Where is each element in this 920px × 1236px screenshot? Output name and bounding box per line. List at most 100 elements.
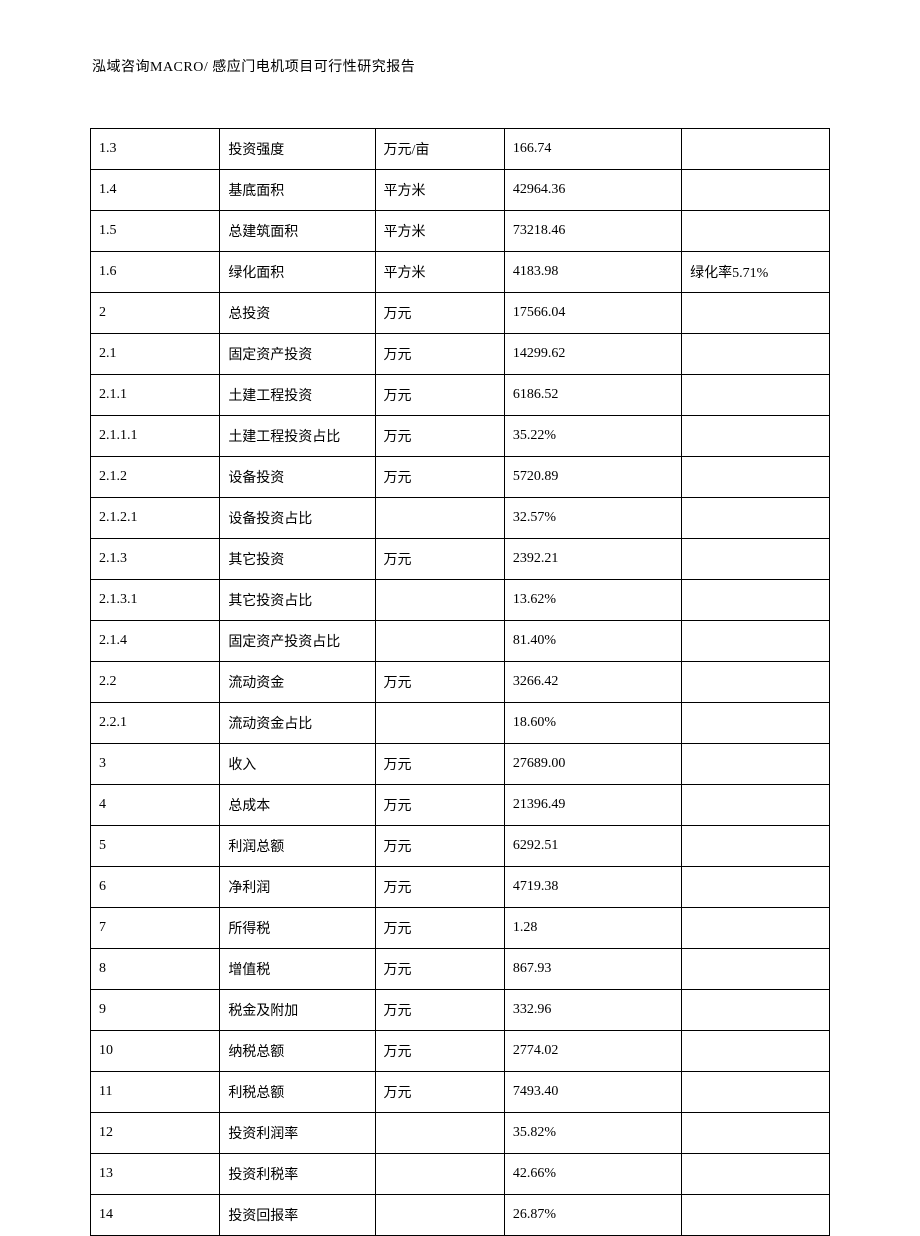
table-cell: 12 xyxy=(91,1113,220,1154)
table-cell: 9 xyxy=(91,990,220,1031)
table-cell xyxy=(682,580,830,621)
table-cell: 固定资产投资占比 xyxy=(220,621,375,662)
table-cell: 增值税 xyxy=(220,949,375,990)
table-cell xyxy=(682,949,830,990)
table-cell: 万元 xyxy=(375,744,504,785)
table-cell: 2.1.4 xyxy=(91,621,220,662)
table-row: 1.4基底面积平方米42964.36 xyxy=(91,170,830,211)
table-cell xyxy=(375,1154,504,1195)
table-cell: 万元 xyxy=(375,293,504,334)
table-cell: 332.96 xyxy=(504,990,681,1031)
table-row: 2.1.3.1其它投资占比13.62% xyxy=(91,580,830,621)
table-cell: 21396.49 xyxy=(504,785,681,826)
table-cell xyxy=(682,334,830,375)
table-cell xyxy=(682,293,830,334)
table-cell: 万元 xyxy=(375,949,504,990)
table-cell: 4719.38 xyxy=(504,867,681,908)
table-cell: 总成本 xyxy=(220,785,375,826)
table-cell: 3266.42 xyxy=(504,662,681,703)
table-cell xyxy=(682,1031,830,1072)
table-cell: 利润总额 xyxy=(220,826,375,867)
table-cell xyxy=(682,539,830,580)
table-cell xyxy=(682,990,830,1031)
table-row: 11利税总额万元7493.40 xyxy=(91,1072,830,1113)
table-cell: 1.28 xyxy=(504,908,681,949)
table-cell: 收入 xyxy=(220,744,375,785)
table-cell: 6 xyxy=(91,867,220,908)
table-row: 5利润总额万元6292.51 xyxy=(91,826,830,867)
table-cell: 867.93 xyxy=(504,949,681,990)
table-cell: 17566.04 xyxy=(504,293,681,334)
table-cell: 2.1.1.1 xyxy=(91,416,220,457)
document-header: 泓域咨询MACRO/ 感应门电机项目可行性研究报告 xyxy=(92,56,830,76)
table-cell: 税金及附加 xyxy=(220,990,375,1031)
table-cell: 1.4 xyxy=(91,170,220,211)
table-cell: 万元 xyxy=(375,662,504,703)
table-row: 13投资利税率42.66% xyxy=(91,1154,830,1195)
table-cell xyxy=(682,1072,830,1113)
table-cell: 4 xyxy=(91,785,220,826)
table-cell: 10 xyxy=(91,1031,220,1072)
table-cell: 流动资金占比 xyxy=(220,703,375,744)
table-cell: 26.87% xyxy=(504,1195,681,1236)
table-cell: 万元 xyxy=(375,908,504,949)
table-cell: 2 xyxy=(91,293,220,334)
table-cell xyxy=(682,375,830,416)
table-cell: 投资利税率 xyxy=(220,1154,375,1195)
table-cell xyxy=(375,1113,504,1154)
table-cell: 万元 xyxy=(375,539,504,580)
table-cell: 7 xyxy=(91,908,220,949)
table-cell: 投资利润率 xyxy=(220,1113,375,1154)
table-cell: 166.74 xyxy=(504,129,681,170)
table-cell: 投资强度 xyxy=(220,129,375,170)
table-cell: 35.22% xyxy=(504,416,681,457)
table-row: 2.2.1流动资金占比 18.60% xyxy=(91,703,830,744)
table-cell xyxy=(682,703,830,744)
table-cell: 总投资 xyxy=(220,293,375,334)
table-row: 3收入万元27689.00 xyxy=(91,744,830,785)
table-cell: 73218.46 xyxy=(504,211,681,252)
table-cell: 土建工程投资 xyxy=(220,375,375,416)
table-cell: 2.2 xyxy=(91,662,220,703)
table-cell: 万元 xyxy=(375,457,504,498)
table-cell xyxy=(375,580,504,621)
table-cell: 万元/亩 xyxy=(375,129,504,170)
table-row: 1.6绿化面积平方米4183.98绿化率5.71% xyxy=(91,252,830,293)
table-cell xyxy=(682,908,830,949)
table-row: 2总投资万元17566.04 xyxy=(91,293,830,334)
table-cell: 流动资金 xyxy=(220,662,375,703)
table-cell: 万元 xyxy=(375,334,504,375)
table-cell: 18.60% xyxy=(504,703,681,744)
table-cell: 8 xyxy=(91,949,220,990)
table-cell xyxy=(375,1195,504,1236)
table-cell: 6292.51 xyxy=(504,826,681,867)
table-cell: 平方米 xyxy=(375,170,504,211)
table-row: 14投资回报率 26.87% xyxy=(91,1195,830,1236)
table-cell: 3 xyxy=(91,744,220,785)
table-cell: 其它投资占比 xyxy=(220,580,375,621)
table-cell: 5 xyxy=(91,826,220,867)
table-cell: 2.1.2.1 xyxy=(91,498,220,539)
page-container: 泓域咨询MACRO/ 感应门电机项目可行性研究报告 1.3投资强度万元/亩166… xyxy=(0,0,920,1236)
table-cell: 净利润 xyxy=(220,867,375,908)
table-cell xyxy=(375,621,504,662)
table-cell xyxy=(682,785,830,826)
table-cell: 32.57% xyxy=(504,498,681,539)
table-cell: 42.66% xyxy=(504,1154,681,1195)
table-cell: 14 xyxy=(91,1195,220,1236)
table-cell: 1.3 xyxy=(91,129,220,170)
table-cell: 万元 xyxy=(375,375,504,416)
table-cell xyxy=(682,1113,830,1154)
table-cell xyxy=(682,498,830,539)
table-cell: 万元 xyxy=(375,990,504,1031)
table-cell: 设备投资 xyxy=(220,457,375,498)
table-row: 2.2流动资金万元3266.42 xyxy=(91,662,830,703)
table-cell: 总建筑面积 xyxy=(220,211,375,252)
table-cell: 2.2.1 xyxy=(91,703,220,744)
table-body: 1.3投资强度万元/亩166.741.4基底面积平方米42964.361.5总建… xyxy=(91,129,830,1236)
table-cell: 利税总额 xyxy=(220,1072,375,1113)
table-row: 1.5总建筑面积平方米73218.46 xyxy=(91,211,830,252)
table-cell xyxy=(682,457,830,498)
table-row: 1.3投资强度万元/亩166.74 xyxy=(91,129,830,170)
table-cell: 投资回报率 xyxy=(220,1195,375,1236)
